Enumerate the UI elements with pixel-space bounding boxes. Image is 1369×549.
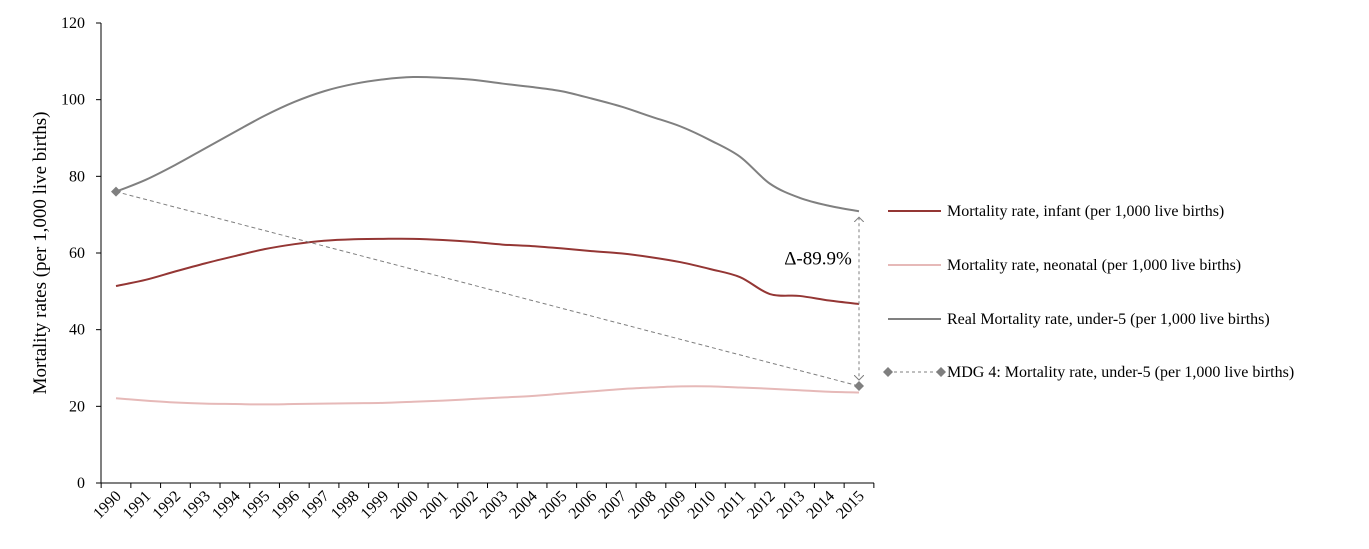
legend-item-infant: Mortality rate, infant (per 1,000 live b… bbox=[888, 203, 1224, 220]
legend-label: Mortality rate, neonatal (per 1,000 live… bbox=[947, 257, 1241, 274]
legend-item-mdg4: MDG 4: Mortality rate, under-5 (per 1,00… bbox=[883, 364, 1294, 381]
real-under5-mortality-line bbox=[115, 75, 860, 213]
neonatal-mortality-line bbox=[115, 385, 860, 406]
x-tick-label: 1990 bbox=[90, 488, 125, 523]
infant-mortality-line bbox=[115, 237, 860, 305]
x-tick-label: 2011 bbox=[715, 488, 749, 522]
y-tick-label: 100 bbox=[61, 92, 85, 109]
mdg4-diamond-marker bbox=[854, 381, 864, 392]
x-tick-label: 1997 bbox=[298, 488, 333, 523]
legend-label: Real Mortality rate, under-5 (per 1,000 … bbox=[947, 311, 1270, 328]
x-tick-label: 2008 bbox=[625, 488, 660, 523]
x-tick-label: 2015 bbox=[833, 488, 868, 523]
mdg4-diamond-marker bbox=[111, 186, 121, 197]
x-tick-label: 1995 bbox=[239, 488, 274, 523]
mdg4-target-line bbox=[115, 191, 860, 387]
x-tick-label: 2000 bbox=[387, 488, 422, 523]
series-lines bbox=[111, 75, 864, 406]
x-tick-label: 1996 bbox=[269, 488, 304, 523]
x-tick-label: 2003 bbox=[477, 488, 512, 523]
delta-annotation-label: Δ-89.9% bbox=[784, 248, 852, 269]
x-tick-label: 2014 bbox=[803, 488, 838, 523]
x-tick-label: 2004 bbox=[506, 488, 541, 523]
x-axis-ticks: 1990199119921993199419951996199719981999… bbox=[90, 483, 875, 523]
legend: Mortality rate, infant (per 1,000 live b… bbox=[883, 203, 1294, 381]
x-tick-label: 2006 bbox=[566, 488, 601, 523]
x-tick-label: 2009 bbox=[655, 488, 690, 523]
x-tick-label: 2002 bbox=[447, 488, 482, 523]
legend-diamond-marker bbox=[936, 367, 946, 377]
legend-label: MDG 4: Mortality rate, under-5 (per 1,00… bbox=[947, 364, 1294, 381]
x-tick-label: 2001 bbox=[417, 488, 452, 523]
y-tick-label: 80 bbox=[69, 168, 85, 185]
y-axis-ticks: 0 20 40 60 80 100 120 bbox=[61, 15, 101, 492]
y-tick-label: 20 bbox=[69, 398, 85, 415]
plot-area: 0 20 40 60 80 100 120 199019911992199319941995… bbox=[61, 15, 875, 523]
y-axis-title: Mortality rates (per 1,000 live births) bbox=[30, 112, 51, 395]
x-tick-label: 2005 bbox=[536, 488, 571, 523]
x-tick-label: 2012 bbox=[744, 488, 779, 523]
x-tick-label: 2013 bbox=[774, 488, 809, 523]
legend-item-neonatal: Mortality rate, neonatal (per 1,000 live… bbox=[888, 257, 1241, 274]
legend-diamond-marker bbox=[883, 367, 893, 377]
x-tick-label: 1999 bbox=[358, 488, 393, 523]
y-tick-label: 120 bbox=[61, 15, 85, 32]
x-tick-label: 2010 bbox=[685, 488, 720, 523]
x-tick-label: 1998 bbox=[328, 488, 363, 523]
x-tick-label: 1994 bbox=[209, 488, 244, 523]
x-tick-label: 1991 bbox=[120, 488, 155, 523]
y-tick-label: 40 bbox=[69, 322, 85, 339]
legend-label: Mortality rate, infant (per 1,000 live b… bbox=[947, 203, 1224, 220]
x-tick-label: 1993 bbox=[179, 488, 214, 523]
legend-item-real-under5: Real Mortality rate, under-5 (per 1,000 … bbox=[888, 311, 1270, 328]
y-tick-label: 60 bbox=[69, 245, 85, 262]
y-tick-label: 0 bbox=[77, 475, 85, 492]
x-tick-label: 2007 bbox=[595, 488, 630, 523]
delta-annotation: Δ-89.9% bbox=[784, 217, 859, 380]
x-tick-label: 1992 bbox=[150, 488, 185, 523]
